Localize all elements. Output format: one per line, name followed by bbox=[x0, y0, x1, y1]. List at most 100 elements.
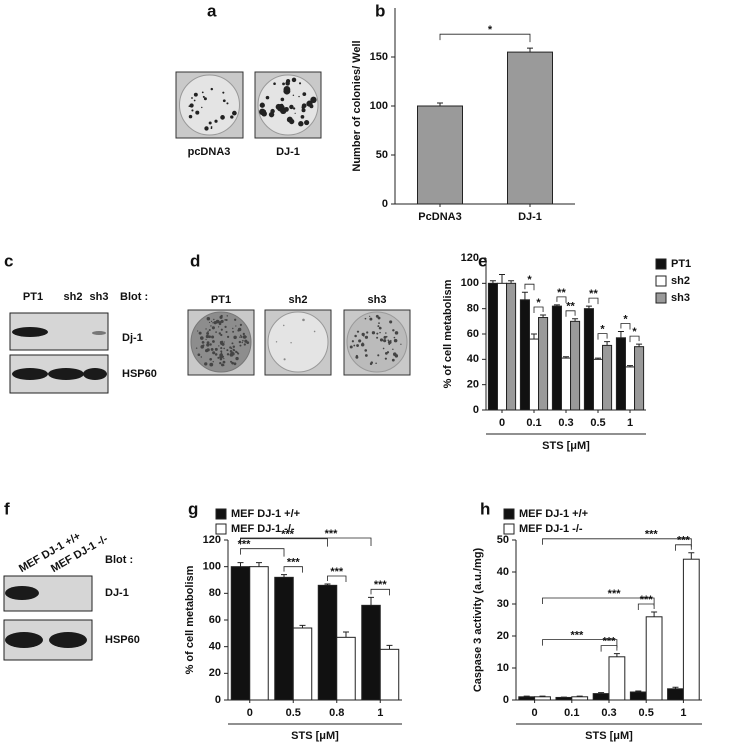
colony bbox=[206, 343, 210, 347]
colony bbox=[237, 327, 242, 332]
significance-label: *** bbox=[330, 566, 344, 578]
error-bar bbox=[613, 653, 620, 657]
colony bbox=[383, 335, 387, 339]
colony bbox=[265, 95, 270, 100]
legend-swatch bbox=[215, 508, 227, 520]
error-bar bbox=[636, 343, 643, 347]
colony bbox=[219, 315, 223, 319]
colony bbox=[282, 82, 285, 86]
significance-bracket bbox=[542, 639, 618, 648]
colony bbox=[240, 335, 243, 339]
colony bbox=[239, 336, 241, 338]
colony bbox=[394, 331, 399, 335]
colony bbox=[377, 325, 380, 328]
colony bbox=[277, 104, 285, 112]
colony bbox=[214, 119, 218, 123]
legend-label: MEF DJ-1 -/- bbox=[231, 523, 295, 535]
colony bbox=[220, 347, 223, 350]
x-tick-label: 0.5 bbox=[286, 707, 301, 719]
x-tick-label: 0.5 bbox=[590, 417, 605, 429]
legend-swatch bbox=[215, 523, 227, 535]
colony bbox=[217, 326, 220, 328]
colony bbox=[220, 352, 223, 354]
colony bbox=[239, 323, 243, 326]
y-tick-label: 100 bbox=[370, 100, 388, 112]
colony bbox=[211, 335, 215, 339]
colony bbox=[230, 360, 232, 363]
significance-label: * bbox=[527, 274, 532, 286]
bar bbox=[629, 691, 647, 701]
colony bbox=[212, 322, 214, 324]
colony bbox=[201, 341, 205, 344]
colony bbox=[195, 347, 198, 349]
legend-label: sh2 bbox=[671, 275, 690, 287]
colony bbox=[217, 356, 220, 359]
colony bbox=[366, 331, 369, 334]
y-tick-label: 100 bbox=[203, 561, 221, 573]
colony bbox=[392, 348, 394, 351]
colony bbox=[222, 99, 226, 103]
colony bbox=[213, 318, 215, 321]
colony bbox=[205, 348, 209, 353]
blot-band bbox=[5, 586, 39, 600]
colony bbox=[195, 110, 200, 115]
colony bbox=[205, 338, 207, 341]
colony bbox=[206, 317, 211, 321]
error-bar bbox=[489, 280, 496, 284]
significance-bracket bbox=[600, 645, 618, 652]
panel-letter: h bbox=[480, 499, 490, 518]
x-tick-label: 1 bbox=[680, 707, 686, 719]
y-tick-label: 60 bbox=[467, 328, 479, 340]
colony bbox=[218, 345, 220, 347]
significance-label: ** bbox=[557, 287, 566, 299]
x-axis-label: STS [μM] bbox=[542, 440, 590, 452]
colony bbox=[212, 340, 215, 343]
y-tick-label: 0 bbox=[382, 198, 388, 210]
colony bbox=[233, 362, 237, 366]
colony bbox=[213, 321, 217, 325]
blot-label: Blot : bbox=[120, 291, 148, 303]
colony bbox=[364, 354, 368, 357]
colony bbox=[280, 97, 285, 102]
y-tick-label: 30 bbox=[497, 598, 509, 610]
error-bar bbox=[563, 356, 569, 359]
panel-letter: f bbox=[4, 499, 10, 518]
colony bbox=[205, 334, 210, 339]
bar bbox=[496, 282, 508, 411]
significance-label: * bbox=[632, 326, 637, 338]
significance-label: *** bbox=[238, 539, 252, 551]
colony bbox=[388, 343, 391, 345]
colony bbox=[233, 335, 237, 340]
colony bbox=[220, 319, 224, 324]
colony bbox=[222, 91, 225, 94]
colony bbox=[201, 106, 203, 109]
error-bar bbox=[527, 47, 533, 53]
colony bbox=[284, 106, 289, 112]
error-bar bbox=[255, 562, 262, 567]
panel-letter: b bbox=[375, 1, 385, 20]
band-label: HSP60 bbox=[122, 368, 157, 380]
dish bbox=[267, 311, 329, 373]
colony bbox=[371, 331, 376, 335]
panel-letter: g bbox=[188, 499, 198, 518]
colony bbox=[205, 328, 207, 330]
blot-band bbox=[92, 331, 106, 335]
error-bar bbox=[651, 611, 658, 617]
colony bbox=[232, 330, 235, 333]
colony bbox=[197, 353, 201, 357]
colony bbox=[209, 357, 213, 361]
colony bbox=[239, 334, 242, 337]
colony bbox=[268, 111, 275, 118]
plate-label: PT1 bbox=[211, 294, 231, 306]
colony bbox=[242, 339, 244, 342]
panel-a: pcDNA3 DJ-1 bbox=[175, 71, 322, 158]
bar bbox=[682, 558, 700, 701]
colony bbox=[203, 97, 207, 101]
colony bbox=[219, 362, 222, 365]
colony bbox=[219, 355, 223, 359]
colony bbox=[225, 319, 228, 321]
plate-label: sh2 bbox=[289, 294, 308, 306]
plate-label: DJ-1 bbox=[276, 146, 300, 158]
significance-label: * bbox=[536, 297, 541, 309]
error-bar bbox=[595, 357, 601, 360]
